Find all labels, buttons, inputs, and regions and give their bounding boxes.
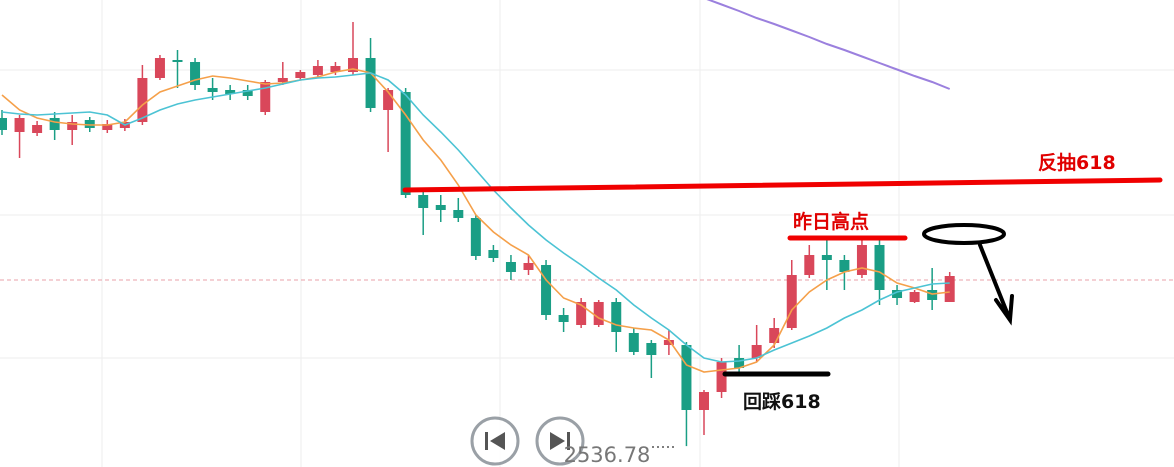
candle-body [681,345,692,410]
candle-body [663,340,674,345]
candle-body [435,205,446,210]
candle-body [856,245,867,275]
candle-body [716,362,727,392]
candle-body [541,265,552,315]
candle-body [505,262,516,272]
low-label: 2536.78 [564,443,651,467]
candle-body [84,120,95,128]
candle-body [137,78,148,122]
candle-body [14,118,25,132]
annotation-text: 回踩618 [743,391,821,413]
line-series [1,72,950,363]
icon [490,432,505,450]
candle-body [786,275,797,328]
annotation-line [402,177,1163,193]
candle-body [488,250,499,258]
candle-body [154,58,165,78]
candle-body [242,90,253,96]
candle-body [225,90,236,94]
icon [567,432,570,450]
candle-body [558,315,569,322]
candle-body [49,118,60,130]
line-series [706,0,951,90]
candle-body [365,58,376,108]
candle-body [312,66,323,75]
candle-body [102,124,113,130]
candle-body [751,345,762,358]
candle-body [944,276,955,302]
candle-body [576,302,587,325]
candle-body [611,302,622,332]
candle-body [207,88,218,92]
annotations: 反抽618 昨日高点 回踩618 [402,151,1163,448]
candle-body [330,66,341,72]
next-button[interactable] [535,416,585,466]
candle-body [874,245,885,290]
replay-controls [470,416,585,466]
candle-body [523,263,534,270]
candle-body [821,255,832,260]
candle-body [172,60,183,62]
annotation-arrow [978,243,1014,326]
candle-body [593,302,604,325]
candle-body [383,90,394,110]
candle-body [804,255,815,275]
candle-body [646,343,657,355]
annotation-text: 昨日高点 [793,210,869,233]
candle-body [348,58,358,72]
candle-body [628,333,639,352]
candle-body [892,290,903,298]
candle-body [190,62,201,85]
annotation-ellipse [922,223,1006,245]
candle-body [400,92,411,195]
candle-body [277,78,288,82]
candle-body [839,260,850,272]
candle-body [260,82,271,112]
prev-button[interactable] [470,416,520,466]
icon [550,432,565,450]
line-series [1,68,950,373]
candle-body [909,292,920,302]
candle-body [699,392,709,410]
candle-body [295,72,306,78]
icon [485,432,488,450]
candle-body [32,125,43,133]
candle-body [67,122,78,130]
plot [0,0,1174,447]
candle-body [734,358,745,368]
annotation-text: 反抽618 [1038,151,1116,174]
candle-body [769,328,780,343]
candle-body [418,195,429,208]
candle-body [470,218,481,256]
candle-body [453,210,464,218]
candle-body [927,290,938,300]
candle-body [0,118,7,130]
